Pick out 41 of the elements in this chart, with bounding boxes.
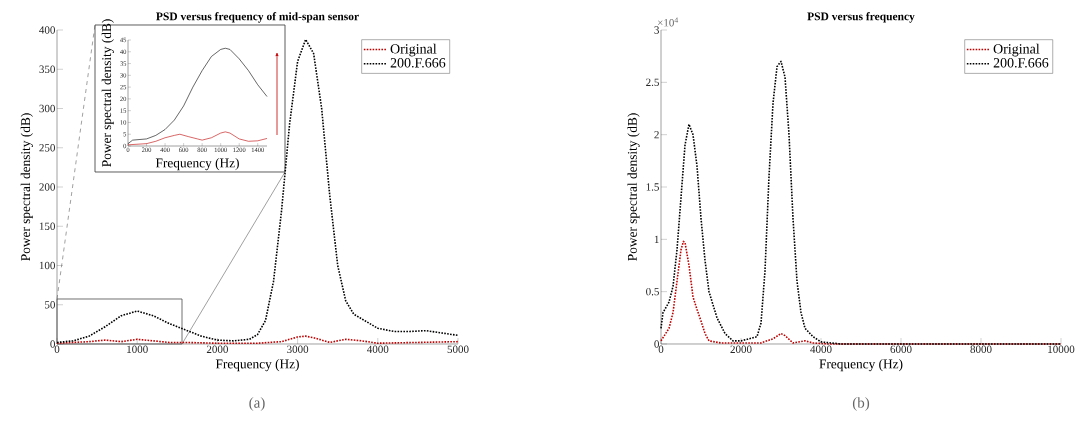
y-tick-label: 0 (50, 340, 55, 348)
x-tick-label: 8000 (970, 345, 992, 354)
y-tick-label: 1.5 (646, 183, 659, 191)
legend-label: Original (993, 43, 1040, 57)
x-axis-title: Frequency (Hz) (215, 359, 299, 372)
text: (b) (852, 397, 870, 411)
y-axis-title: Power spectral density (dB) (20, 113, 33, 261)
legend-label: Original (390, 43, 437, 57)
legend-label: 200.F.666 (993, 58, 1049, 68)
y-tick-label: 400 (39, 26, 55, 34)
y-tick-label: 200 (39, 183, 55, 191)
x-tick-label: 3000 (287, 345, 309, 354)
y-axis-title: Power spectral density (dB) (627, 113, 640, 261)
y-tick-label: 0 (654, 340, 659, 348)
y-tick-label: 300 (39, 104, 55, 113)
y-axis-title: Power spectral density (dB) (101, 19, 114, 167)
y-tick-label: 2.5 (646, 78, 659, 87)
y-tick-label: 150 (39, 222, 55, 230)
x-tick-label: 6000 (890, 345, 912, 354)
x-tick-label: 1000 (127, 345, 148, 354)
text: ×10$^{4}$ (658, 17, 679, 27)
x-tick-label: 10000 (1048, 345, 1075, 354)
y-tick-label: 3 (654, 26, 659, 34)
x-tick-label: 5000 (447, 345, 469, 354)
y-tick-label: 50 (45, 301, 55, 309)
x-tick-label: 2000 (206, 345, 228, 354)
y-tick-label: 250 (39, 144, 55, 152)
chart-title: PSD versus frequency (807, 12, 915, 23)
y-tick-label: 0.5 (646, 287, 659, 296)
y-tick-label: 350 (39, 65, 55, 73)
y-tick-label: 100 (39, 261, 55, 270)
x-tick-label: 4000 (367, 345, 389, 354)
chart-title: PSD versus frequency of mid-span sensor (156, 12, 359, 23)
y-tick-label: 2 (654, 131, 659, 139)
legend-label: 200.F.666 (390, 58, 446, 68)
x-axis-title: Frequency (Hz) (819, 359, 903, 372)
y-tick-label: 1 (654, 235, 659, 243)
x-axis-title: Frequency (Hz) (155, 158, 239, 171)
text: (a) (249, 397, 265, 411)
x-tick-label: 4000 (810, 345, 832, 354)
x-tick-label: 2000 (730, 345, 752, 354)
